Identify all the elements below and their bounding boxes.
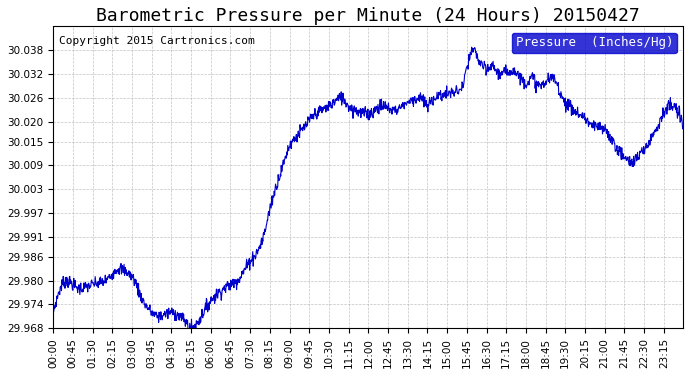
Title: Barometric Pressure per Minute (24 Hours) 20150427: Barometric Pressure per Minute (24 Hours… bbox=[96, 7, 640, 25]
Legend: Pressure  (Inches/Hg): Pressure (Inches/Hg) bbox=[512, 33, 677, 53]
Text: Copyright 2015 Cartronics.com: Copyright 2015 Cartronics.com bbox=[59, 36, 255, 45]
